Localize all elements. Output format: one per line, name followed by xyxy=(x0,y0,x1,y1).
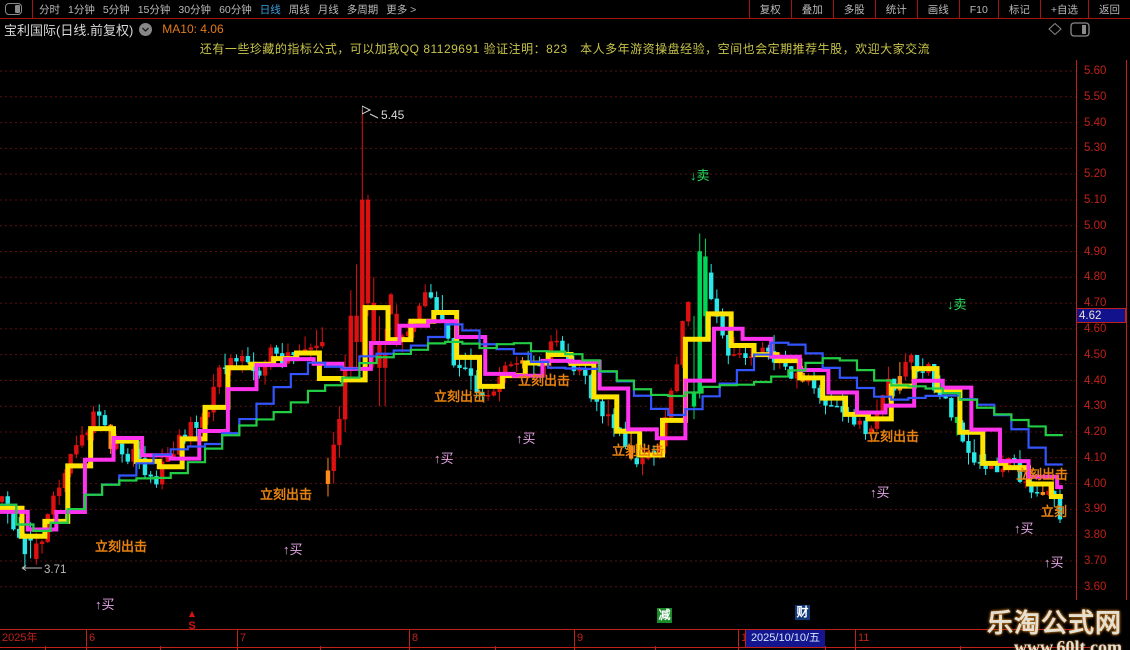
svg-text:3.71: 3.71 xyxy=(44,564,66,576)
svg-text:5.45: 5.45 xyxy=(381,108,405,120)
